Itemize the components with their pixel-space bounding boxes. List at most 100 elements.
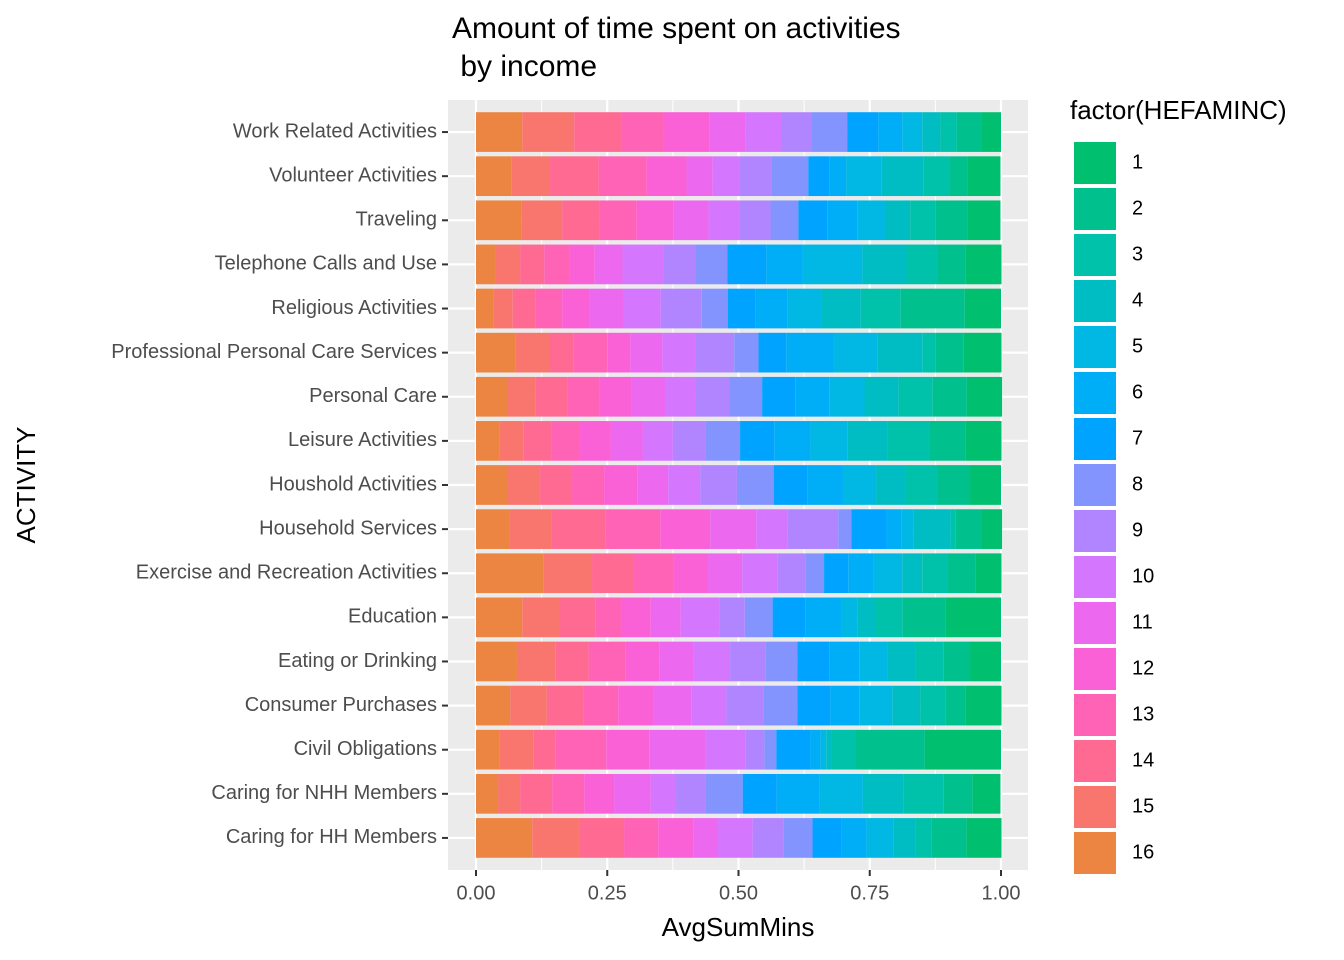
y-tick-label: Houshold Activities	[269, 473, 437, 495]
bar-segment	[886, 509, 902, 549]
bar-segment	[499, 421, 524, 461]
bar-segment	[734, 332, 759, 373]
bar-segment	[705, 773, 743, 814]
bar-segment	[599, 200, 637, 241]
bar-segment	[739, 200, 771, 241]
legend-key	[1074, 832, 1116, 874]
bar-segment	[955, 509, 982, 549]
bar-segment	[624, 818, 659, 858]
bar-segment	[552, 773, 585, 814]
bar-segment	[931, 818, 967, 858]
bar-segment	[544, 244, 570, 285]
bar-segment	[506, 376, 536, 417]
bar-segment	[512, 288, 536, 329]
bar-segment	[663, 244, 696, 285]
bar-segment	[937, 244, 966, 285]
bar-segment	[642, 421, 673, 461]
bar-segment	[695, 376, 730, 417]
y-tick-label: Caring for HH Members	[226, 826, 437, 848]
bar-segment	[476, 244, 496, 285]
bar-segment	[873, 553, 903, 594]
bar-segment	[493, 288, 513, 329]
bar-segment	[752, 818, 784, 858]
bar-segment	[898, 376, 933, 417]
bar-segment	[812, 818, 842, 858]
legend-label: 2	[1132, 197, 1143, 219]
bar-segment	[956, 112, 982, 152]
bar-segment	[943, 641, 971, 682]
bar-segment	[965, 244, 1002, 285]
legend-label: 15	[1132, 795, 1154, 817]
bar-segment	[875, 597, 903, 638]
bar-segment	[859, 685, 893, 726]
bar-segment	[972, 773, 1001, 814]
y-tick-label: Eating or Drinking	[278, 650, 437, 672]
bar-segment	[842, 465, 877, 505]
bar-segment	[862, 773, 904, 814]
bar-segment	[758, 332, 787, 373]
legend-label: 8	[1132, 473, 1143, 495]
bar-segment	[476, 773, 499, 814]
bar-segment	[532, 818, 580, 858]
y-tick-label: Personal Care	[309, 385, 437, 407]
bar-segment	[819, 773, 863, 814]
bar-segment	[906, 244, 938, 285]
bar-segment	[555, 641, 589, 682]
bar-segment	[826, 729, 832, 770]
bar-segment	[571, 465, 605, 505]
bar-segment	[567, 376, 600, 417]
bar-segment	[970, 641, 1001, 682]
bar-segment	[940, 112, 957, 152]
bar-segment	[599, 376, 632, 417]
bar-segment	[878, 112, 903, 152]
bar-segment	[833, 332, 878, 373]
bar-segment	[902, 597, 946, 638]
bar-segment	[727, 244, 767, 285]
bar-segment	[821, 288, 861, 329]
bar-segment	[744, 597, 773, 638]
bar-segment	[543, 553, 593, 594]
bar-segment	[929, 421, 966, 461]
bar-segment	[797, 685, 831, 726]
bar-segment	[965, 685, 1002, 726]
bar-segment	[831, 729, 856, 770]
bar-segment	[476, 641, 517, 682]
bar-segment	[533, 729, 556, 770]
legend-key	[1074, 694, 1116, 736]
x-tick-label: 0.25	[588, 882, 627, 904]
bar-segment	[708, 553, 743, 594]
bar-segment	[966, 376, 1003, 417]
bar-segment	[829, 641, 860, 682]
bar-segment	[884, 200, 911, 241]
bar-segment	[893, 818, 916, 858]
y-tick-label: Education	[348, 606, 437, 628]
bar-segment	[546, 685, 584, 726]
bar-segment	[495, 244, 521, 285]
bar-segment	[650, 597, 681, 638]
bar-segment	[795, 376, 830, 417]
bar-segment	[901, 509, 914, 549]
bar-segment	[857, 200, 885, 241]
legend-key	[1074, 418, 1116, 460]
bar-segment	[862, 244, 907, 285]
bar-segment	[915, 641, 944, 682]
bar-segment	[726, 685, 764, 726]
bar-segment	[910, 200, 936, 241]
y-axis-title: ACTIVITY	[11, 426, 41, 543]
bar-segment	[900, 288, 965, 329]
y-tick-label: Telephone Calls and Use	[215, 253, 437, 275]
bar-segment	[742, 553, 778, 594]
y-tick-label: Traveling	[355, 209, 437, 231]
bar-segment	[805, 553, 825, 594]
legend-key	[1074, 510, 1116, 552]
bar-segment	[476, 376, 507, 417]
bar-segment	[728, 288, 756, 329]
bar-segment	[705, 421, 741, 461]
bar-segment	[476, 288, 494, 329]
bar-segment	[805, 597, 842, 638]
bar-segment	[579, 818, 625, 858]
bar-segment	[905, 465, 938, 505]
bar-segment	[476, 332, 516, 373]
y-tick-label: Exercise and Recreation Activities	[136, 562, 437, 584]
bar-segment	[606, 729, 650, 770]
